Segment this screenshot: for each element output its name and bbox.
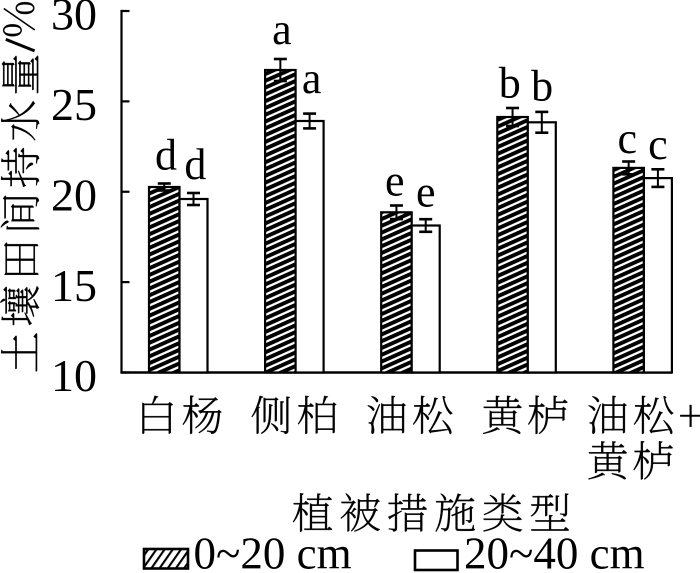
svg-text:a: a (272, 5, 292, 54)
svg-text:e: e (416, 167, 436, 216)
svg-text:d: d (184, 140, 206, 189)
svg-text:30: 30 (51, 0, 97, 40)
svg-text:c: c (648, 120, 668, 169)
svg-text:20~40 cm: 20~40 cm (464, 529, 645, 573)
svg-text:c: c (618, 114, 638, 163)
svg-text:e: e (385, 157, 405, 206)
svg-text:0~20 cm: 0~20 cm (194, 529, 352, 573)
svg-text:d: d (155, 131, 177, 180)
svg-text:a: a (302, 54, 322, 103)
svg-text:25: 25 (51, 79, 97, 130)
svg-text:20: 20 (51, 169, 97, 220)
svg-text:15: 15 (51, 260, 97, 311)
svg-text:b: b (499, 58, 521, 107)
svg-text:b: b (531, 62, 553, 111)
svg-text:10: 10 (51, 350, 97, 401)
